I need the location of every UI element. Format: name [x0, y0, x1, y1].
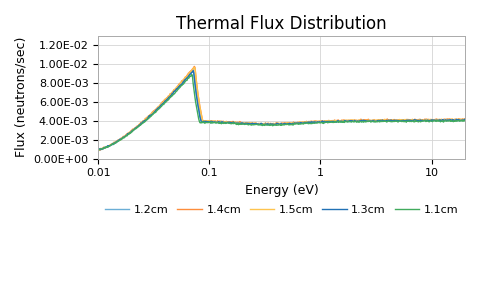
Line: 1.1cm: 1.1cm: [98, 75, 465, 150]
1.5cm: [462, 117, 468, 121]
1.1cm: [263, 123, 268, 126]
1.2cm: [96, 148, 101, 151]
1.5cm: [96, 149, 102, 152]
1.1cm: [341, 121, 347, 124]
1.3cm: [462, 118, 468, 121]
1.2cm: [97, 148, 103, 152]
1.3cm: [160, 102, 166, 105]
1.5cm: [96, 147, 101, 151]
1.5cm: [161, 99, 167, 103]
1.4cm: [462, 118, 468, 122]
1.1cm: [191, 87, 197, 90]
X-axis label: Energy (eV): Energy (eV): [245, 184, 319, 197]
1.4cm: [263, 121, 268, 125]
1.3cm: [190, 69, 196, 73]
1.5cm: [373, 119, 379, 122]
1.2cm: [313, 120, 319, 124]
1.1cm: [373, 120, 379, 124]
1.4cm: [96, 148, 101, 151]
1.4cm: [341, 119, 347, 122]
1.1cm: [96, 148, 101, 152]
1.2cm: [373, 119, 379, 123]
1.3cm: [341, 120, 347, 123]
1.2cm: [263, 121, 268, 125]
1.2cm: [161, 101, 167, 105]
1.5cm: [190, 67, 196, 70]
Line: 1.4cm: 1.4cm: [98, 66, 465, 150]
1.5cm: [263, 122, 268, 125]
1.4cm: [97, 148, 103, 152]
Line: 1.2cm: 1.2cm: [98, 70, 465, 150]
1.3cm: [312, 120, 318, 124]
Line: 1.5cm: 1.5cm: [98, 67, 465, 150]
1.2cm: [190, 68, 196, 72]
1.3cm: [262, 123, 268, 126]
1.1cm: [96, 148, 102, 152]
Title: Thermal Flux Distribution: Thermal Flux Distribution: [176, 15, 387, 33]
1.2cm: [191, 71, 197, 75]
1.2cm: [341, 119, 347, 123]
1.5cm: [341, 118, 347, 122]
1.1cm: [313, 121, 319, 125]
1.1cm: [161, 103, 167, 106]
1.4cm: [192, 65, 197, 68]
1.3cm: [190, 70, 195, 73]
1.2cm: [462, 119, 468, 122]
1.4cm: [190, 67, 196, 70]
1.5cm: [313, 120, 319, 124]
1.1cm: [462, 119, 468, 123]
1.4cm: [373, 119, 379, 122]
1.4cm: [313, 119, 319, 123]
Line: 1.3cm: 1.3cm: [98, 71, 465, 150]
1.3cm: [372, 120, 378, 123]
1.3cm: [96, 148, 101, 152]
1.1cm: [189, 73, 195, 76]
Y-axis label: Flux (neutrons/sec): Flux (neutrons/sec): [15, 37, 28, 157]
1.5cm: [192, 65, 197, 69]
Legend: 1.2cm, 1.4cm, 1.5cm, 1.3cm, 1.1cm: 1.2cm, 1.4cm, 1.5cm, 1.3cm, 1.1cm: [100, 201, 463, 220]
1.4cm: [161, 99, 167, 103]
